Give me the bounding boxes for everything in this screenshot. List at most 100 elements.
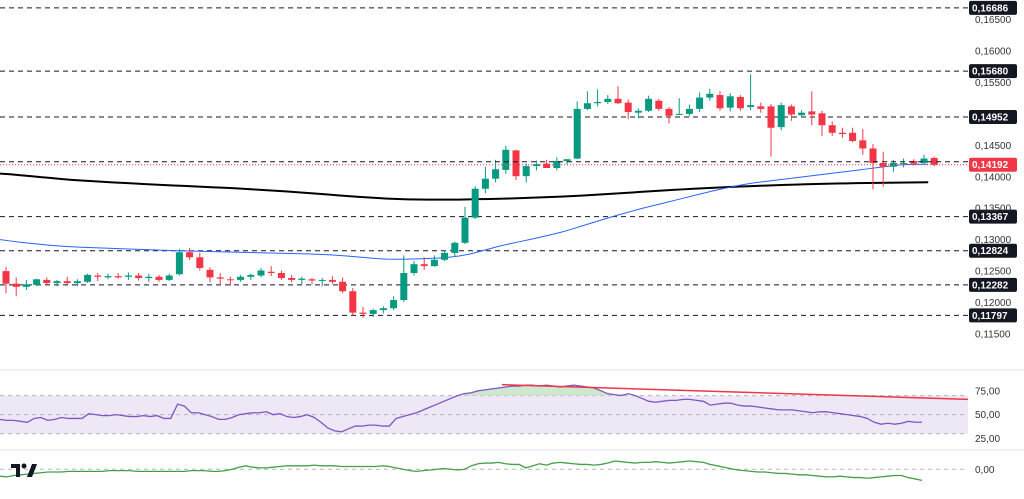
candle[interactable] bbox=[104, 273, 112, 280]
candle[interactable] bbox=[614, 86, 622, 104]
candle-body bbox=[736, 96, 744, 109]
grid-layer bbox=[0, 369, 1024, 451]
candle[interactable] bbox=[828, 121, 836, 136]
candle[interactable] bbox=[655, 98, 663, 111]
candle[interactable] bbox=[471, 186, 479, 219]
candle[interactable] bbox=[798, 110, 806, 118]
candle[interactable] bbox=[900, 158, 908, 168]
candle[interactable] bbox=[410, 261, 418, 276]
candle[interactable] bbox=[492, 159, 500, 183]
candle[interactable] bbox=[73, 279, 81, 287]
candle[interactable] bbox=[196, 252, 204, 271]
candle[interactable] bbox=[594, 89, 602, 107]
candle[interactable] bbox=[624, 99, 632, 119]
candle[interactable] bbox=[175, 249, 183, 276]
candle[interactable] bbox=[543, 159, 551, 168]
candle[interactable] bbox=[145, 273, 153, 282]
candle[interactable] bbox=[849, 127, 857, 143]
candle[interactable] bbox=[645, 95, 653, 113]
candle[interactable] bbox=[2, 266, 10, 294]
candle[interactable] bbox=[400, 255, 408, 302]
candle[interactable] bbox=[522, 163, 530, 183]
candle[interactable] bbox=[706, 88, 714, 101]
candle[interactable] bbox=[716, 91, 724, 111]
candle[interactable] bbox=[308, 278, 316, 285]
candle[interactable] bbox=[726, 93, 734, 112]
candle[interactable] bbox=[379, 306, 387, 314]
rsi-tick-label: 50,00 bbox=[975, 410, 1000, 421]
candle[interactable] bbox=[685, 104, 693, 117]
candle[interactable] bbox=[675, 98, 683, 116]
candle[interactable] bbox=[532, 160, 540, 171]
candle[interactable] bbox=[277, 270, 285, 280]
candle[interactable] bbox=[481, 166, 489, 194]
candle[interactable] bbox=[696, 92, 704, 113]
candle-body bbox=[43, 279, 51, 284]
candle[interactable] bbox=[124, 272, 132, 280]
candle[interactable] bbox=[84, 273, 92, 284]
candle[interactable] bbox=[369, 308, 377, 318]
candle[interactable] bbox=[787, 104, 795, 121]
candle[interactable] bbox=[288, 274, 296, 283]
candle[interactable] bbox=[461, 206, 469, 245]
candle[interactable] bbox=[359, 306, 367, 318]
candle[interactable] bbox=[237, 274, 245, 282]
candle[interactable] bbox=[808, 91, 816, 126]
candlesticks bbox=[2, 74, 938, 318]
candle[interactable] bbox=[226, 276, 234, 286]
candle[interactable] bbox=[22, 279, 30, 290]
candle[interactable] bbox=[12, 277, 20, 297]
candle[interactable] bbox=[298, 276, 306, 285]
candle[interactable] bbox=[553, 157, 561, 171]
candle[interactable] bbox=[43, 277, 51, 285]
candle[interactable] bbox=[583, 91, 591, 111]
candle-body bbox=[512, 150, 520, 177]
candle[interactable] bbox=[930, 156, 938, 167]
candle[interactable] bbox=[767, 103, 775, 157]
candle[interactable] bbox=[165, 273, 173, 282]
candle[interactable] bbox=[206, 267, 214, 283]
macd-tick-label: 0,00 bbox=[975, 465, 995, 476]
candle[interactable] bbox=[267, 266, 275, 277]
candle[interactable] bbox=[155, 274, 163, 282]
candle[interactable] bbox=[390, 296, 398, 311]
candle[interactable] bbox=[573, 101, 581, 160]
candle-body bbox=[73, 281, 81, 284]
candle[interactable] bbox=[838, 127, 846, 138]
candle-body bbox=[420, 264, 428, 267]
candle[interactable] bbox=[879, 151, 887, 187]
candle[interactable] bbox=[736, 95, 744, 111]
candle[interactable] bbox=[318, 278, 326, 287]
candle[interactable] bbox=[53, 279, 61, 287]
candle[interactable] bbox=[777, 102, 785, 131]
candle[interactable] bbox=[757, 102, 765, 113]
candle[interactable] bbox=[859, 129, 867, 155]
candle[interactable] bbox=[747, 74, 755, 111]
candle[interactable] bbox=[869, 144, 877, 190]
candle[interactable] bbox=[247, 273, 255, 280]
candle[interactable] bbox=[63, 276, 71, 285]
candle[interactable] bbox=[665, 107, 673, 124]
candle[interactable] bbox=[135, 273, 143, 281]
candle[interactable] bbox=[186, 247, 194, 260]
candle[interactable] bbox=[430, 255, 438, 267]
candle[interactable] bbox=[349, 288, 357, 316]
candle[interactable] bbox=[502, 145, 510, 174]
candle-body bbox=[696, 97, 704, 109]
candle[interactable] bbox=[451, 241, 459, 257]
candle[interactable] bbox=[634, 108, 642, 119]
candle[interactable] bbox=[604, 95, 612, 104]
candle[interactable] bbox=[94, 273, 102, 282]
candle[interactable] bbox=[920, 154, 928, 165]
candle[interactable] bbox=[818, 110, 826, 136]
candle[interactable] bbox=[216, 273, 224, 285]
candle[interactable] bbox=[328, 276, 336, 284]
candle[interactable] bbox=[420, 257, 428, 270]
candle[interactable] bbox=[33, 278, 41, 287]
candle[interactable] bbox=[339, 277, 347, 294]
candle[interactable] bbox=[441, 250, 449, 262]
candle[interactable] bbox=[114, 273, 122, 279]
candle[interactable] bbox=[910, 159, 918, 166]
candle[interactable] bbox=[257, 267, 265, 278]
